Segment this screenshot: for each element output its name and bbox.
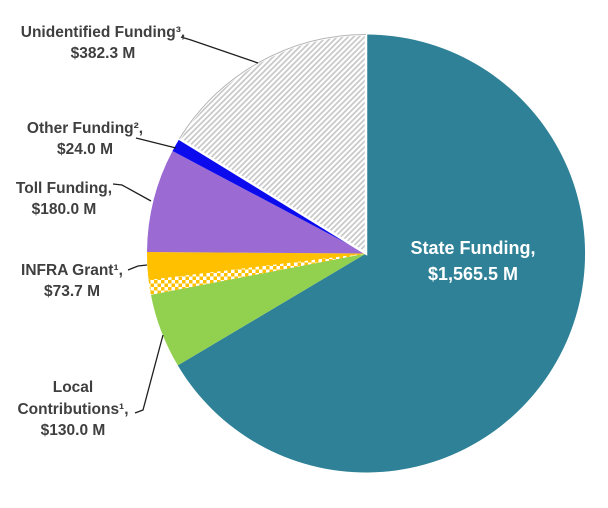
slice-toll-funding bbox=[147, 151, 366, 254]
leader-other-funding bbox=[135, 137, 177, 149]
label-toll-funding: Toll Funding, $180.0 M bbox=[16, 178, 112, 220]
leader-toll-funding bbox=[112, 183, 152, 202]
label-state-funding-name: State Funding, bbox=[410, 238, 536, 258]
label-local-contributions: Local Contributions¹, $130.0 M bbox=[9, 377, 137, 442]
label-infra-grant-value: $73.7 M bbox=[43, 283, 100, 300]
leader-lines bbox=[112, 36, 259, 414]
slice-state-funding bbox=[177, 34, 586, 473]
label-unidentified-funding-value: $382.3 M bbox=[70, 45, 136, 62]
label-toll-funding-value: $180.0 M bbox=[31, 201, 97, 218]
label-infra-grant-name: INFRA Grant¹, bbox=[21, 262, 123, 279]
leader-infra-grant bbox=[127, 264, 148, 271]
label-local-contributions-name: Local Contributions¹, bbox=[17, 379, 129, 418]
label-infra-grant: INFRA Grant¹, $73.7 M bbox=[21, 260, 123, 302]
label-other-funding: Other Funding², $24.0 M bbox=[27, 118, 143, 160]
leader-local-contributions bbox=[134, 334, 164, 414]
slice-unidentified-funding-outline bbox=[178, 34, 367, 140]
label-unidentified-funding: Unidentified Funding³, $382.3 M bbox=[21, 22, 185, 64]
label-unidentified-funding-name: Unidentified Funding³, bbox=[20, 24, 186, 41]
leader-unidentified-funding bbox=[180, 36, 259, 64]
label-state-funding-value: $1,565.5 M bbox=[427, 263, 519, 284]
slice-local-contributions bbox=[150, 253, 366, 366]
label-other-funding-name: Other Funding², bbox=[26, 120, 144, 137]
label-local-contributions-value: $130.0 M bbox=[40, 422, 106, 439]
slice-infra-grant-checker-band bbox=[148, 253, 366, 295]
label-state-funding: State Funding, $1,565.5 M bbox=[411, 236, 536, 287]
pie-slices bbox=[146, 33, 586, 473]
label-other-funding-value: $24.0 M bbox=[56, 141, 114, 158]
label-toll-funding-name: Toll Funding, bbox=[15, 180, 113, 197]
